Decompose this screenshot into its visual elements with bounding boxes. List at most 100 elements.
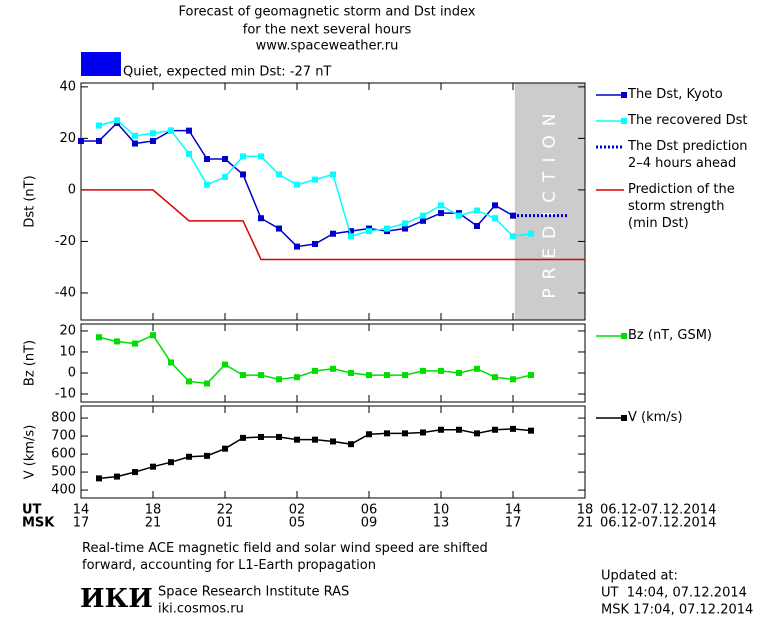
marker (384, 372, 390, 379)
marker (492, 202, 498, 209)
status-swatch (81, 52, 121, 76)
x-tick-label: 22 (217, 503, 234, 518)
y-tick-label: 500 (51, 465, 76, 480)
marker (366, 228, 372, 235)
marker (330, 230, 336, 237)
updated-msk: MSK 17:04, 07.12.2014 (601, 603, 753, 618)
marker (186, 378, 192, 385)
x-tick-label: 17 (505, 516, 522, 531)
marker (348, 441, 354, 448)
marker (204, 452, 210, 459)
y-tick-label: 10 (59, 344, 76, 359)
marker (222, 174, 228, 181)
x-tick-label: 05 (289, 516, 306, 531)
x-tick-label: 01 (217, 516, 234, 531)
x-tick-label: 18 (145, 503, 162, 518)
x-row-label: MSK (22, 516, 55, 531)
x-tick-label: 21 (577, 516, 594, 531)
marker (438, 210, 444, 217)
updated-ut: UT 14:04, 07.12.2014 (601, 586, 747, 601)
marker (330, 438, 336, 445)
x-tick-label: 09 (361, 516, 378, 531)
marker (402, 220, 408, 227)
x-row-label: UT (22, 503, 42, 518)
marker (294, 436, 300, 443)
marker (402, 225, 408, 232)
marker (258, 433, 264, 440)
marker (150, 332, 156, 339)
marker (402, 372, 408, 379)
marker (186, 453, 192, 460)
subtitle: for the next several hours (243, 23, 412, 38)
marker (528, 230, 534, 237)
marker (384, 430, 390, 437)
marker (474, 222, 480, 229)
institute-url: iki.cosmos.ru (158, 602, 244, 617)
marker (186, 150, 192, 157)
marker (204, 181, 210, 188)
marker (474, 365, 480, 372)
y-axis-label: Bz (nT) (23, 340, 38, 386)
marker (168, 127, 174, 134)
marker (240, 434, 246, 441)
marker (420, 212, 426, 219)
marker (96, 475, 102, 482)
marker (456, 212, 462, 219)
marker (366, 431, 372, 438)
status: Quiet, expected min Dst: -27 nT (123, 65, 331, 80)
marker (312, 436, 318, 443)
x-tick-label: 18 (577, 503, 594, 518)
y-tick-label: 0 (68, 182, 76, 197)
legend-label: Prediction of the storm strength (min Ds… (628, 182, 735, 231)
marker (276, 171, 282, 178)
marker (348, 228, 354, 235)
logo: ИКИ (80, 584, 153, 614)
x-tick-label: 13 (433, 516, 450, 531)
marker (420, 367, 426, 374)
marker (528, 427, 534, 434)
marker (420, 429, 426, 436)
y-tick-label: 20 (59, 131, 76, 146)
legend-marker (621, 333, 627, 339)
marker (474, 430, 480, 437)
marker (276, 433, 282, 440)
marker (492, 215, 498, 222)
marker (528, 372, 534, 379)
url: www.spaceweather.ru (256, 39, 399, 54)
prediction-label: PREDICTION (540, 104, 560, 298)
marker (312, 367, 318, 374)
x-date-range: 06.12-07.12.2014 (600, 516, 716, 531)
marker (294, 181, 300, 188)
series-line (81, 189, 585, 261)
marker (276, 376, 282, 383)
x-tick-label: 17 (73, 516, 90, 531)
legend-label: The Dst prediction 2–4 hours ahead (628, 139, 748, 171)
marker (132, 469, 138, 476)
marker (204, 380, 210, 387)
marker (492, 426, 498, 433)
marker (132, 140, 138, 147)
marker (312, 176, 318, 183)
y-tick-label: 40 (59, 79, 76, 94)
marker (168, 459, 174, 466)
marker (96, 122, 102, 129)
marker (240, 372, 246, 379)
marker (240, 153, 246, 160)
y-tick-label: 800 (51, 411, 76, 426)
marker (114, 117, 120, 124)
marker (456, 369, 462, 376)
x-tick-label: 14 (73, 503, 90, 518)
y-axis-label: Dst (nT) (23, 175, 38, 227)
legend-label: V (km/s) (628, 410, 683, 425)
marker (384, 225, 390, 232)
marker (492, 374, 498, 381)
prediction-band (514, 83, 585, 320)
y-tick-label: 20 (59, 323, 76, 338)
marker (96, 334, 102, 341)
x-tick-label: 21 (145, 516, 162, 531)
plot-frame (80, 323, 586, 403)
marker (438, 202, 444, 209)
marker (312, 241, 318, 248)
